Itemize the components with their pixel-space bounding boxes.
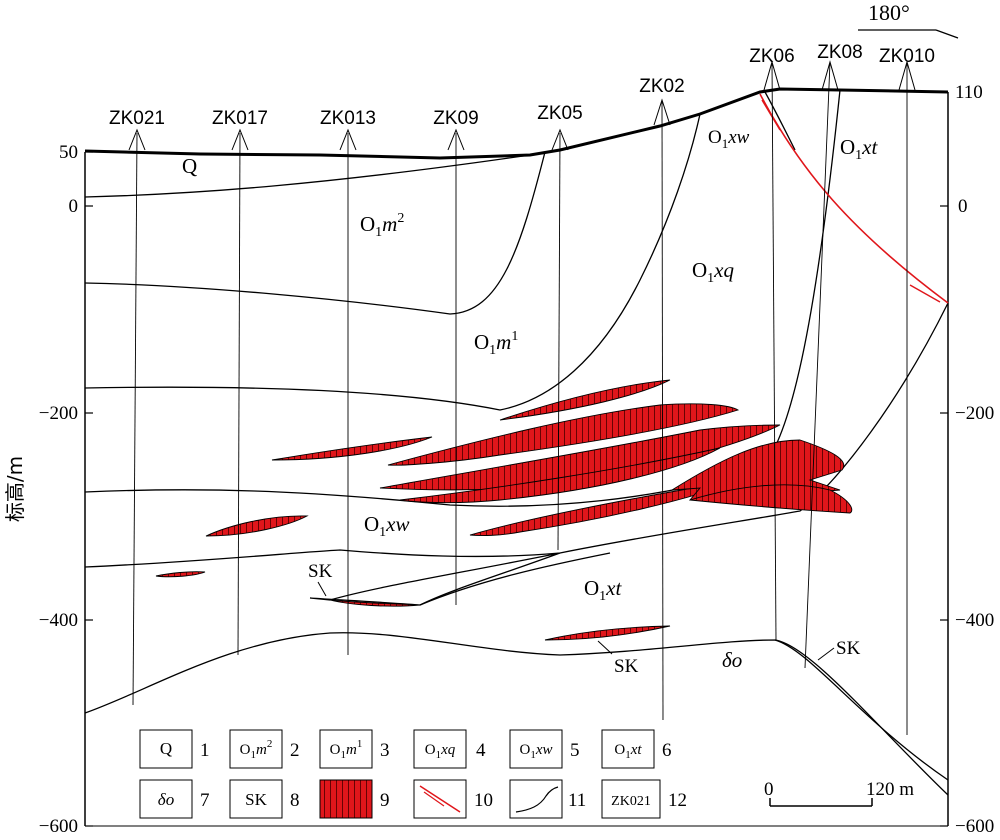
left-tick-neg200: −200 [39, 403, 78, 424]
drillhole-lines [132, 61, 908, 735]
right-tick-neg200: −200 [955, 403, 994, 424]
unit-label-o1xw-upper: O1xw [708, 127, 750, 151]
svg-text:12: 12 [668, 790, 687, 811]
svg-text:O1xt: O1xt [614, 742, 642, 761]
legend-item-9: 9 [319, 779, 390, 819]
svg-text:120 m: 120 m [866, 779, 914, 800]
right-tick-110: 110 [955, 82, 983, 103]
legend-item-3: O1m1 3 [319, 729, 390, 769]
svg-text:O1m2: O1m2 [240, 738, 273, 761]
unit-label-sk-2: SK [614, 656, 639, 677]
unit-label-o1m2: O1m2 [360, 211, 404, 240]
fault-line [759, 93, 949, 304]
legend-item-4: O1xq 4 [413, 729, 486, 769]
orientation-arrow [935, 29, 959, 39]
drillhole-label-zk09: ZK09 [433, 108, 478, 129]
svg-text:2: 2 [290, 740, 300, 761]
left-tick-0: 0 [69, 196, 79, 217]
svg-text:SK: SK [245, 790, 267, 809]
legend-item-12: ZK021 12 [601, 779, 687, 819]
sk-leader-1 [317, 581, 327, 597]
svg-text:10: 10 [474, 790, 493, 811]
svg-text:5: 5 [570, 740, 580, 761]
legend-item-2: O1m2 2 [229, 729, 300, 769]
sk-leader-2 [597, 640, 613, 655]
svg-text:0: 0 [764, 779, 774, 800]
svg-text:7: 7 [200, 790, 210, 811]
svg-text:O1xq: O1xq [425, 742, 456, 761]
fault-arrow-2 [761, 99, 781, 131]
svg-text:8: 8 [290, 790, 300, 811]
legend-item-11: 11 [509, 779, 586, 819]
legend-item-6: O1xt 6 [601, 729, 672, 769]
unit-label-q: Q [182, 154, 197, 178]
legend-item-5: O1xw 5 [509, 729, 580, 769]
drillhole-label-zk010: ZK010 [879, 46, 935, 67]
svg-text:3: 3 [380, 740, 390, 761]
topographic-surface [84, 87, 949, 160]
drillhole-label-zk06: ZK06 [749, 46, 794, 67]
svg-text:δο: δο [158, 790, 174, 809]
drillhole-label-zk02: ZK02 [639, 76, 684, 97]
drillhole-label-zk013: ZK013 [320, 108, 376, 129]
drillhole-label-zk05: ZK05 [537, 103, 582, 124]
svg-text:ZK021: ZK021 [611, 794, 651, 809]
right-tick-neg600: −600 [955, 816, 994, 837]
unit-label-o1xt-upper: O1xt [840, 135, 878, 163]
unit-label-o1m1: O1m1 [474, 329, 518, 358]
unit-label-sk-3: SK [836, 638, 861, 659]
svg-text:9: 9 [380, 790, 390, 811]
svg-text:O1m1: O1m1 [330, 738, 363, 761]
left-tick-50: 50 [59, 142, 78, 163]
drillhole-label-zk017: ZK017 [212, 108, 268, 129]
svg-text:1: 1 [200, 740, 210, 761]
unit-label-sk-1: SK [308, 561, 333, 582]
scale-bar: 0 120 m [764, 779, 914, 807]
unit-label-o1xq: O1xq [692, 258, 734, 286]
ore-bodies [155, 379, 853, 641]
fault-arrow-1 [909, 284, 941, 303]
svg-text:6: 6 [662, 740, 672, 761]
unit-label-o1xt-lower: O1xt [584, 576, 622, 604]
legend-item-8: SK 8 [229, 779, 300, 819]
left-tick-neg400: −400 [39, 610, 78, 631]
legend: Q 1 O1m2 2 O1m1 3 O1xq 4 O1xw 5 O1xt 6 [139, 729, 687, 819]
drillhole-label-zk021: ZK021 [109, 108, 165, 129]
right-tick-0: 0 [958, 196, 968, 217]
drillhole-collars [128, 60, 916, 151]
unit-label-o1xw-lower: O1xw [364, 512, 410, 540]
right-ticks [940, 91, 948, 827]
svg-text:4: 4 [476, 740, 486, 761]
sk-leader-3 [817, 647, 835, 661]
unit-label-delta-o: δο [722, 648, 742, 672]
svg-text:11: 11 [568, 790, 586, 811]
y-axis-label: 标高/m [3, 456, 27, 522]
drillhole-label-zk08: ZK08 [817, 42, 862, 63]
legend-item-7: δο 7 [139, 779, 210, 819]
svg-text:O1xw: O1xw [519, 742, 552, 761]
orientation-label: 180° [868, 0, 910, 25]
left-ticks [85, 151, 93, 827]
right-tick-neg400: −400 [955, 610, 994, 631]
legend-item-10: 10 [413, 779, 493, 819]
svg-text:Q: Q [160, 739, 172, 758]
legend-item-1: Q 1 [139, 729, 210, 769]
left-tick-neg600: −600 [39, 816, 78, 837]
contact-lines [84, 89, 949, 796]
